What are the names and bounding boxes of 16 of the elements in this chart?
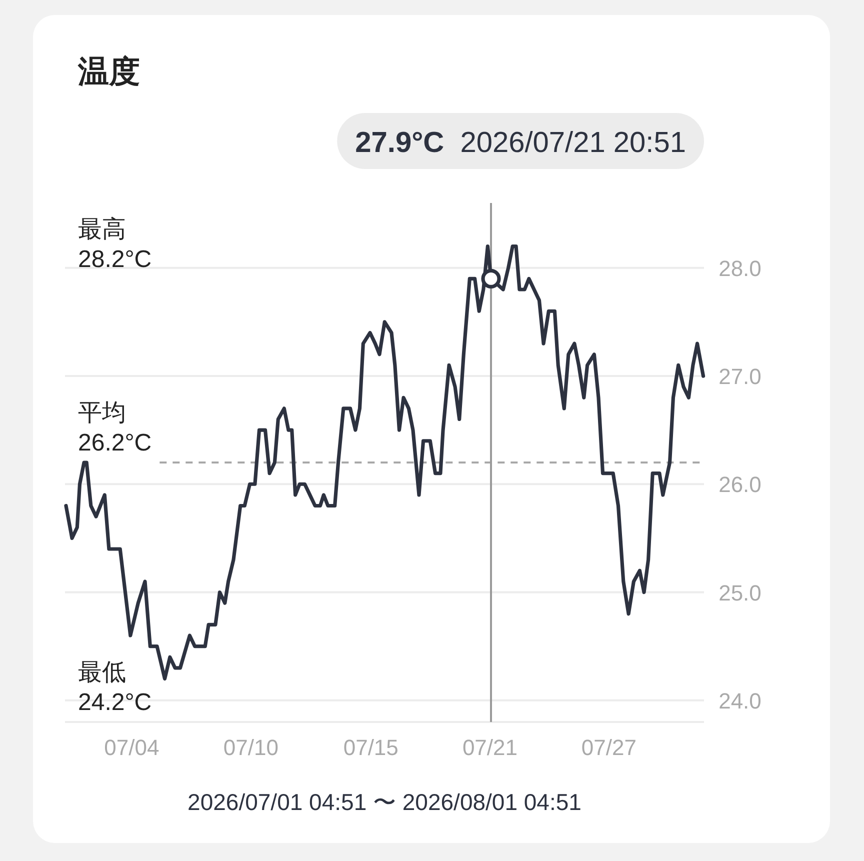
xtick-label: 07/10 bbox=[223, 735, 278, 760]
xtick-label: 07/21 bbox=[462, 735, 518, 760]
xtick-label: 07/27 bbox=[581, 735, 636, 760]
ytick-label: 24.0 bbox=[718, 688, 762, 714]
ref-label: 平均 26.2°C bbox=[78, 400, 152, 456]
ytick-label: 27.0 bbox=[718, 364, 762, 389]
annotation: 27.9°C 2026/07/21 20:51 bbox=[337, 113, 704, 169]
title: 温度 bbox=[78, 54, 140, 89]
xtick-label: 07/04 bbox=[104, 735, 160, 760]
subtitle: 2026/07/01 04:51 〜 2026/08/01 04:51 bbox=[188, 789, 582, 815]
annotation: 最低 24.2°C bbox=[78, 659, 152, 716]
xtick-label: 07/15 bbox=[343, 735, 398, 760]
ytick-label: 26.0 bbox=[718, 472, 762, 498]
ytick-label: 25.0 bbox=[718, 580, 762, 606]
annotation: 最高 28.2°C bbox=[78, 216, 152, 273]
ytick-label: 28.0 bbox=[718, 256, 762, 281]
